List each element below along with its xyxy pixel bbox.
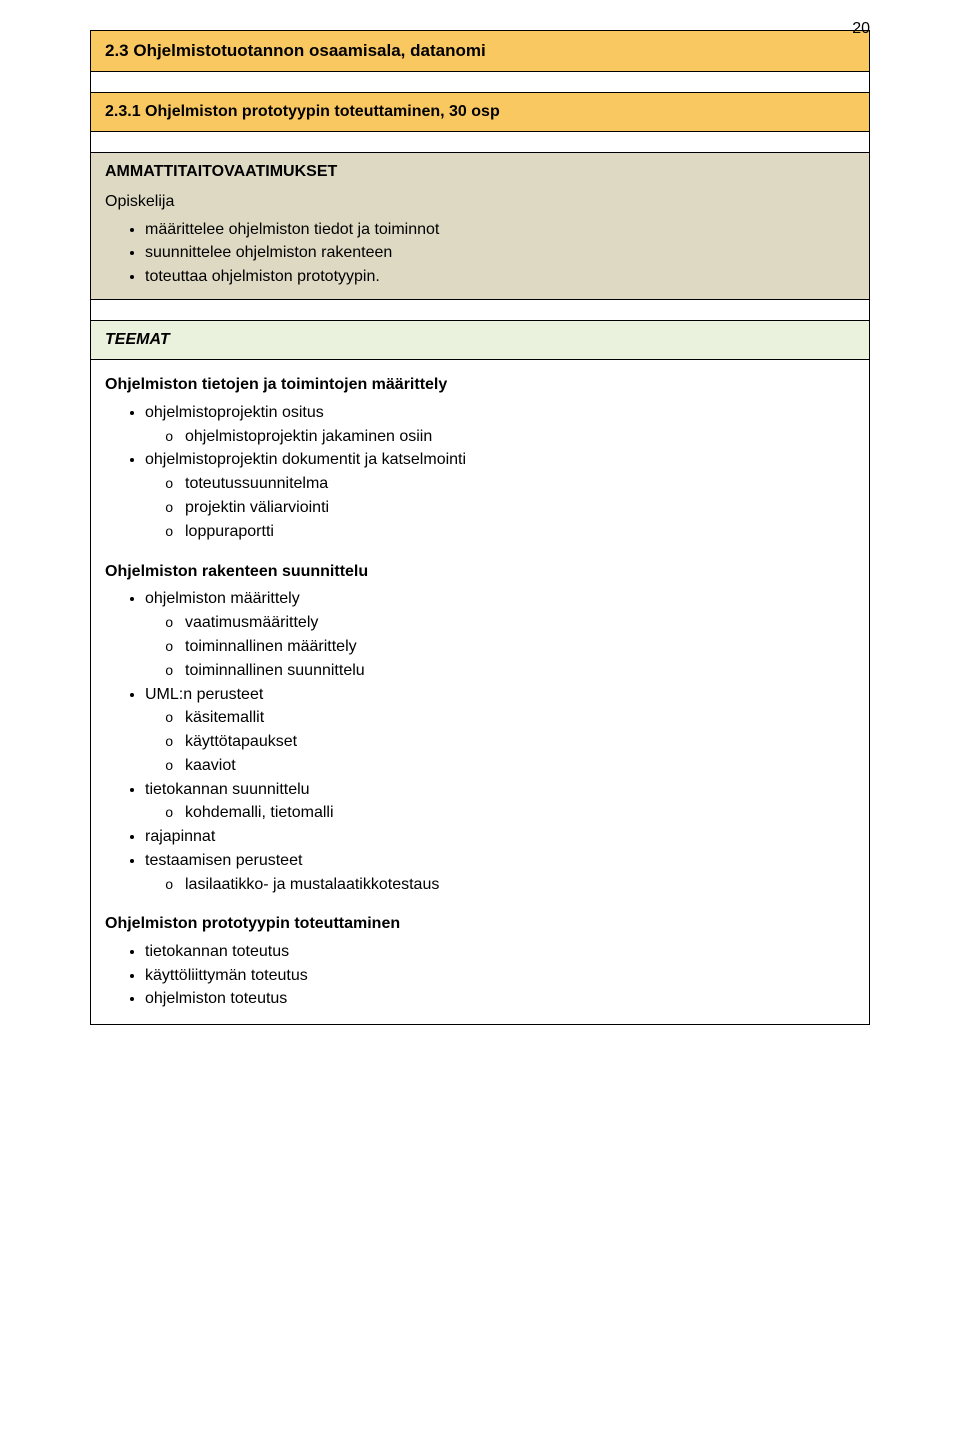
list-item: ohjelmiston määrittely vaatimusmäärittel… — [145, 588, 855, 681]
list-item: ohjelmistoprojektin ositus ohjelmistopro… — [145, 402, 855, 447]
spacer — [91, 132, 870, 153]
list-item: toiminnallinen suunnittelu — [185, 660, 855, 682]
bullet-text: ohjelmistoprojektin ositus — [145, 404, 324, 421]
list-item: toiminnallinen määrittely — [185, 636, 855, 658]
requirements-title: AMMATTITAITOVAATIMUKSET — [105, 163, 855, 181]
theme-heading: Ohjelmiston tietojen ja toimintojen määr… — [105, 374, 855, 396]
list-item: loppuraportti — [185, 521, 855, 543]
list-item: käyttöliittymän toteutus — [145, 965, 855, 987]
list-item: ohjelmiston toteutus — [145, 988, 855, 1010]
list-item: käsitemallit — [185, 707, 855, 729]
list-item: käyttötapaukset — [185, 731, 855, 753]
bullet-text: rajapinnat — [145, 828, 215, 845]
list-item: kohdemalli, tietomalli — [185, 802, 855, 824]
spacer — [91, 300, 870, 321]
list-item: vaatimusmäärittely — [185, 612, 855, 634]
bullet-text: UML:n perusteet — [145, 686, 263, 703]
bullet-text: ohjelmistoprojektin dokumentit ja katsel… — [145, 451, 466, 468]
theme-group: Ohjelmiston prototyypin toteuttaminen ti… — [105, 913, 855, 1009]
requirements-row: AMMATTITAITOVAATIMUKSET Opiskelija määri… — [91, 153, 870, 300]
requirements-list: määrittelee ohjelmiston tiedot ja toimin… — [105, 219, 855, 288]
list-item: määrittelee ohjelmiston tiedot ja toimin… — [145, 219, 855, 241]
page-number: 20 — [852, 20, 870, 38]
page: 20 2.3 Ohjelmistotuotannon osaamisala, d… — [0, 0, 960, 1085]
theme-group: Ohjelmiston tietojen ja toimintojen määr… — [105, 374, 855, 542]
bullet-text: tietokannan suunnittelu — [145, 781, 310, 798]
list-item: toteutussuunnitelma — [185, 473, 855, 495]
subsection-heading: 2.3.1 Ohjelmiston prototyypin toteuttami… — [105, 103, 855, 121]
themes-body-row: Ohjelmiston tietojen ja toimintojen määr… — [91, 360, 870, 1024]
list-item: tietokannan suunnittelu kohdemalli, tiet… — [145, 779, 855, 824]
requirements-actor: Opiskelija — [105, 191, 855, 213]
themes-title-row: TEEMAT — [91, 321, 870, 360]
list-item: kaaviot — [185, 755, 855, 777]
list-item: rajapinnat — [145, 826, 855, 848]
document-table: 2.3 Ohjelmistotuotannon osaamisala, data… — [90, 30, 870, 1025]
list-item: suunnittelee ohjelmiston rakenteen — [145, 242, 855, 264]
list-item: UML:n perusteet käsitemallit käyttötapau… — [145, 684, 855, 777]
bullet-text: ohjelmiston määrittely — [145, 590, 300, 607]
section-heading-row: 2.3 Ohjelmistotuotannon osaamisala, data… — [91, 31, 870, 72]
list-item: tietokannan toteutus — [145, 941, 855, 963]
subsection-heading-row: 2.3.1 Ohjelmiston prototyypin toteuttami… — [91, 93, 870, 132]
list-item: testaamisen perusteet lasilaatikko- ja m… — [145, 850, 855, 895]
list-item: ohjelmistoprojektin jakaminen osiin — [185, 426, 855, 448]
list-item: projektin väliarviointi — [185, 497, 855, 519]
themes-title: TEEMAT — [105, 331, 855, 349]
theme-heading: Ohjelmiston rakenteen suunnittelu — [105, 561, 855, 583]
bullet-text: testaamisen perusteet — [145, 852, 302, 869]
list-item: toteuttaa ohjelmiston prototyypin. — [145, 266, 855, 288]
theme-group: Ohjelmiston rakenteen suunnittelu ohjelm… — [105, 561, 855, 896]
spacer — [91, 72, 870, 93]
list-item: lasilaatikko- ja mustalaatikkotestaus — [185, 874, 855, 896]
section-heading: 2.3 Ohjelmistotuotannon osaamisala, data… — [105, 41, 855, 61]
list-item: ohjelmistoprojektin dokumentit ja katsel… — [145, 449, 855, 542]
theme-heading: Ohjelmiston prototyypin toteuttaminen — [105, 913, 855, 935]
